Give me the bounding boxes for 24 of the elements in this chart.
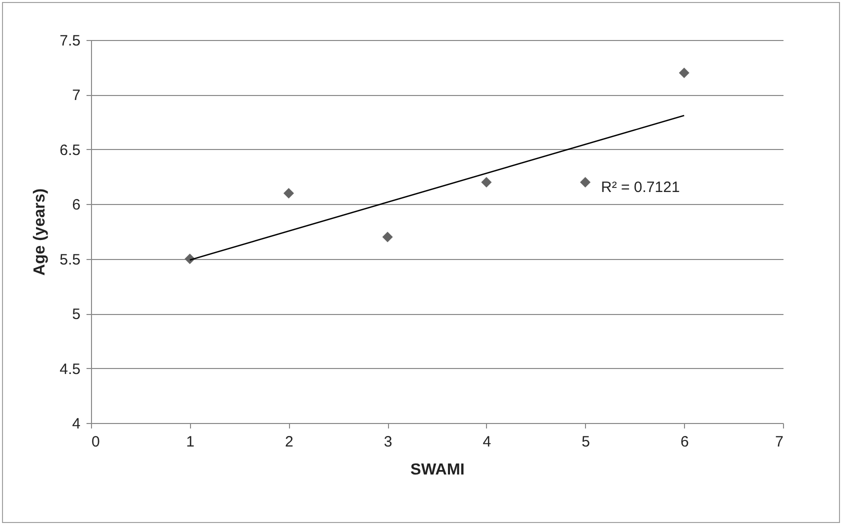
x-tick-label: 4	[482, 434, 492, 450]
x-tick-label: 5	[582, 434, 590, 450]
point	[678, 68, 690, 78]
x-axis-title: SWAMI	[410, 462, 465, 478]
x-tick-label: 7	[775, 434, 784, 450]
y-tick-label: 6.5	[60, 142, 80, 159]
x-tick-label: 0	[92, 434, 100, 450]
y-tick-label: 6	[72, 196, 80, 214]
y-tick-label: 4	[72, 416, 80, 432]
annotation: R² = 0.7121	[601, 179, 680, 196]
x-tick-label: 6	[680, 434, 689, 450]
y-tick-label: 7	[72, 87, 80, 104]
y-tick-label: 4.5	[60, 360, 80, 378]
point	[283, 188, 294, 198]
x-tick-label: 1	[186, 434, 195, 450]
y-tick-label: 7.5	[60, 32, 80, 50]
y-tick-label: 5	[72, 306, 80, 324]
y-tick-label: 5.5	[60, 251, 80, 268]
y-axis-title: Age (years)	[32, 188, 49, 276]
point	[481, 177, 492, 188]
x-tick-label: 3	[384, 434, 392, 450]
point	[382, 232, 393, 242]
point	[580, 177, 591, 188]
x-tick-label: 2	[285, 434, 294, 450]
